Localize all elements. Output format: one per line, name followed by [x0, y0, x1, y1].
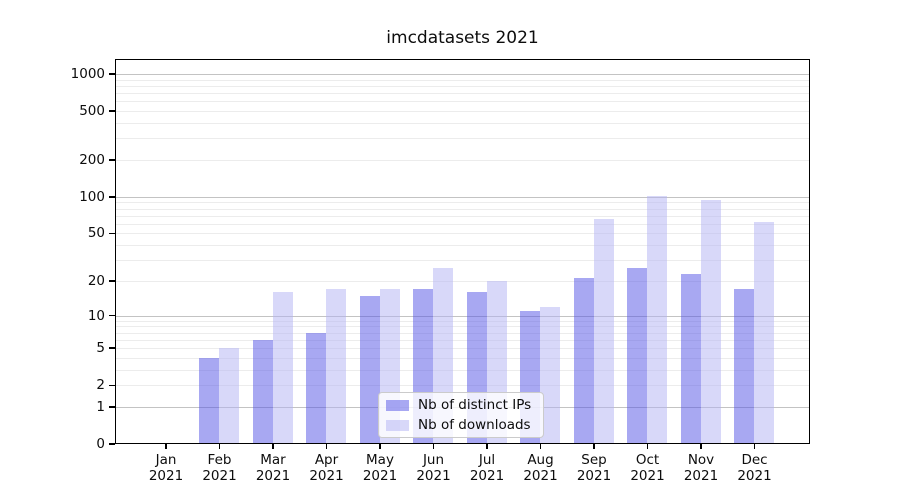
- y-tick-label: 2: [96, 377, 105, 394]
- x-tick-label: May 2021: [362, 452, 398, 484]
- gridline: [115, 196, 810, 198]
- bar-downloads-sep: [593, 218, 614, 444]
- x-tick-label: Sep 2021: [576, 452, 612, 484]
- gridline: [115, 315, 810, 317]
- bar-ips-dec: [734, 289, 754, 444]
- y-tick-label: 10: [87, 307, 105, 324]
- y-tick: [109, 232, 115, 235]
- y-tick-label: 20: [87, 272, 105, 289]
- gridline: [115, 111, 810, 113]
- gridline: [115, 74, 810, 76]
- gridline: [115, 223, 810, 225]
- chart-title: imcdatasets 2021: [386, 28, 539, 48]
- legend-label-distinct-ips: Nb of distinct IPs: [418, 397, 532, 413]
- gridline: [115, 332, 810, 334]
- y-tick-label: 1: [96, 398, 105, 415]
- x-tick: [646, 444, 649, 449]
- x-tick-label: Jan 2021: [148, 452, 184, 484]
- gridline: [115, 339, 810, 341]
- y-tick-label: 100: [79, 188, 105, 205]
- bar-ips-feb: [199, 357, 219, 444]
- legend-item-distinct-ips: Nb of distinct IPs: [386, 397, 536, 413]
- y-tick: [109, 443, 115, 445]
- x-tick: [272, 444, 274, 449]
- bar-ips-oct: [627, 267, 647, 444]
- gridline: [115, 85, 810, 87]
- gridline: [115, 320, 810, 322]
- legend-item-downloads: Nb of downloads: [386, 417, 536, 433]
- bar-downloads-oct: [647, 196, 667, 444]
- y-tick: [109, 110, 115, 112]
- x-tick-label: Jun 2021: [416, 452, 451, 484]
- x-tick-label: Aug 2021: [523, 452, 558, 484]
- x-tick: [432, 444, 435, 449]
- gridline: [115, 202, 810, 204]
- gridline: [115, 208, 810, 210]
- y-tick: [109, 406, 115, 408]
- y-tick: [109, 280, 115, 282]
- x-tick: [700, 444, 702, 449]
- gridline: [115, 93, 810, 95]
- gridline: [115, 348, 810, 350]
- y-tick-label: 200: [79, 152, 105, 169]
- gridline: [115, 138, 810, 140]
- x-tick-label: Dec 2021: [737, 452, 772, 484]
- y-tick: [109, 196, 115, 198]
- x-tick: [539, 444, 542, 449]
- x-tick: [218, 444, 221, 449]
- x-tick: [486, 444, 488, 449]
- bar-ips-may: [359, 295, 380, 444]
- bar-downloads-dec: [754, 222, 774, 444]
- legend-label-downloads: Nb of downloads: [418, 417, 531, 433]
- bar-ips-nov: [680, 273, 701, 444]
- y-tick: [109, 73, 115, 75]
- y-tick-label: 0: [96, 436, 105, 452]
- y-tick-label: 50: [87, 225, 105, 242]
- x-tick-label: Feb 2021: [202, 452, 237, 484]
- gridline: [115, 233, 810, 235]
- gridline: [115, 260, 810, 262]
- gridline: [115, 385, 810, 387]
- gridline: [115, 215, 810, 217]
- bar-ips-mar: [252, 339, 273, 444]
- bar-downloads-nov: [700, 199, 721, 444]
- x-tick-label: Mar 2021: [255, 452, 291, 484]
- x-tick: [753, 444, 756, 449]
- gridline: [115, 245, 810, 247]
- bar-ips-sep: [573, 278, 594, 444]
- legend-swatch-downloads: [386, 419, 409, 431]
- gridline: [115, 369, 810, 371]
- x-tick-label: Oct 2021: [630, 452, 665, 484]
- x-tick: [593, 444, 595, 449]
- x-tick: [379, 444, 381, 449]
- gridline: [115, 357, 810, 359]
- gridline: [115, 101, 810, 103]
- bar-ips-apr: [306, 332, 326, 444]
- legend-swatch-distinct-ips: [386, 399, 409, 411]
- bar-downloads-feb: [219, 348, 239, 444]
- x-tick-label: Nov 2021: [683, 452, 719, 484]
- x-tick-label: Apr 2021: [309, 452, 344, 484]
- y-tick-label: 5: [96, 340, 105, 357]
- y-tick-label: 500: [79, 103, 105, 120]
- y-tick: [109, 314, 115, 317]
- gridline: [115, 79, 810, 81]
- gridline: [115, 160, 810, 162]
- bar-downloads-mar: [272, 292, 293, 444]
- plot-area: [115, 59, 810, 444]
- y-tick-label: 1000: [70, 66, 105, 83]
- gridline: [115, 280, 810, 282]
- gridline: [115, 326, 810, 328]
- y-tick: [109, 347, 115, 349]
- x-tick: [165, 444, 167, 449]
- y-tick: [109, 159, 115, 161]
- legend: Nb of distinct IPs Nb of downloads: [378, 392, 544, 438]
- x-tick-label: Jul 2021: [469, 452, 505, 484]
- x-tick: [325, 444, 328, 449]
- bar-downloads-apr: [326, 289, 346, 444]
- bar-downloads-aug: [540, 306, 560, 444]
- gridline: [115, 123, 810, 125]
- y-tick: [109, 384, 115, 386]
